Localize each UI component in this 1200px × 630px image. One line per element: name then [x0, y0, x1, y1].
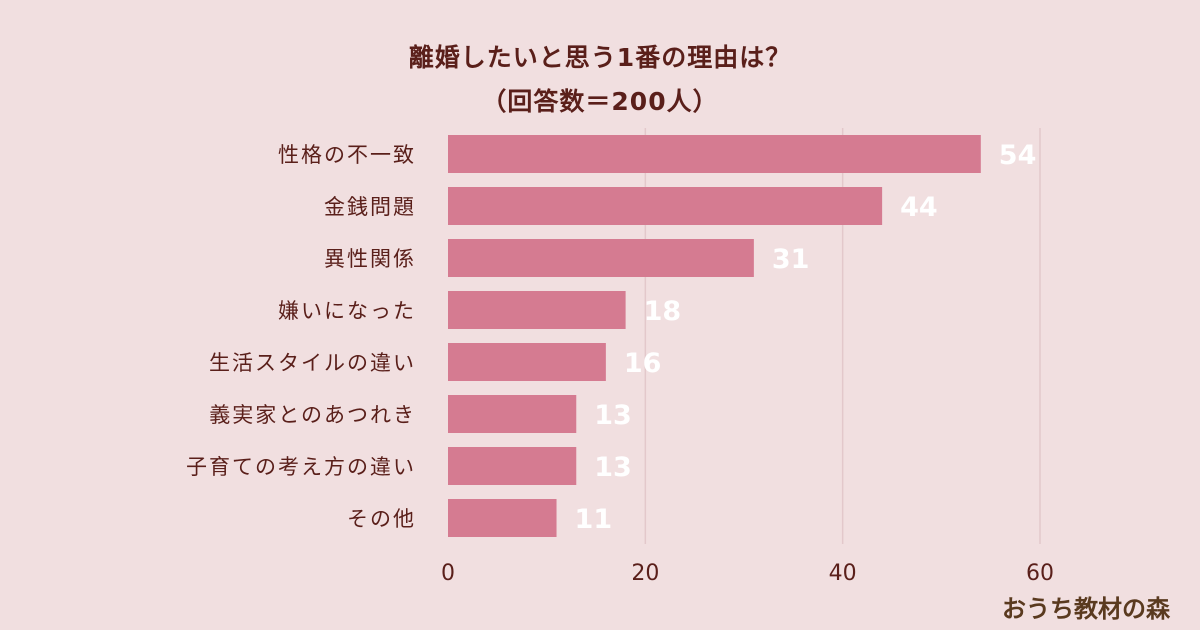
data-label: 11 [575, 504, 613, 535]
bar [448, 499, 557, 537]
category-label: その他 [347, 507, 416, 531]
bar [448, 395, 577, 433]
x-tick-label: 60 [1026, 561, 1054, 586]
x-tick-label: 40 [829, 561, 857, 586]
category-label: 性格の不一致 [278, 143, 416, 167]
data-label: 18 [644, 296, 682, 327]
bar [448, 187, 883, 225]
x-tick-label: 20 [631, 561, 659, 586]
category-label: 金銭問題 [324, 195, 416, 219]
bar [448, 447, 577, 485]
bar [448, 239, 754, 277]
data-label: 13 [594, 452, 632, 483]
category-label: 義実家とのあつれき [209, 403, 416, 427]
category-label: 生活スタイルの違い [209, 351, 416, 375]
data-label: 44 [900, 192, 938, 223]
x-tick-label: 0 [441, 561, 455, 586]
data-label: 31 [772, 244, 810, 275]
category-label: 子育ての考え方の違い [186, 455, 416, 479]
chart-subtitle: （回答数＝200人） [481, 87, 719, 116]
bar [448, 291, 626, 329]
category-label: 異性関係 [324, 247, 416, 271]
data-label: 16 [624, 348, 662, 379]
brand-logo: おうち教材の森 [1002, 594, 1170, 623]
data-label: 13 [594, 400, 632, 431]
bar [448, 343, 606, 381]
data-label: 54 [999, 140, 1037, 171]
category-label: 嫌いになった [278, 299, 416, 323]
chart-title: 離婚したいと思う1番の理由は？ [408, 43, 792, 72]
bar [448, 135, 981, 173]
